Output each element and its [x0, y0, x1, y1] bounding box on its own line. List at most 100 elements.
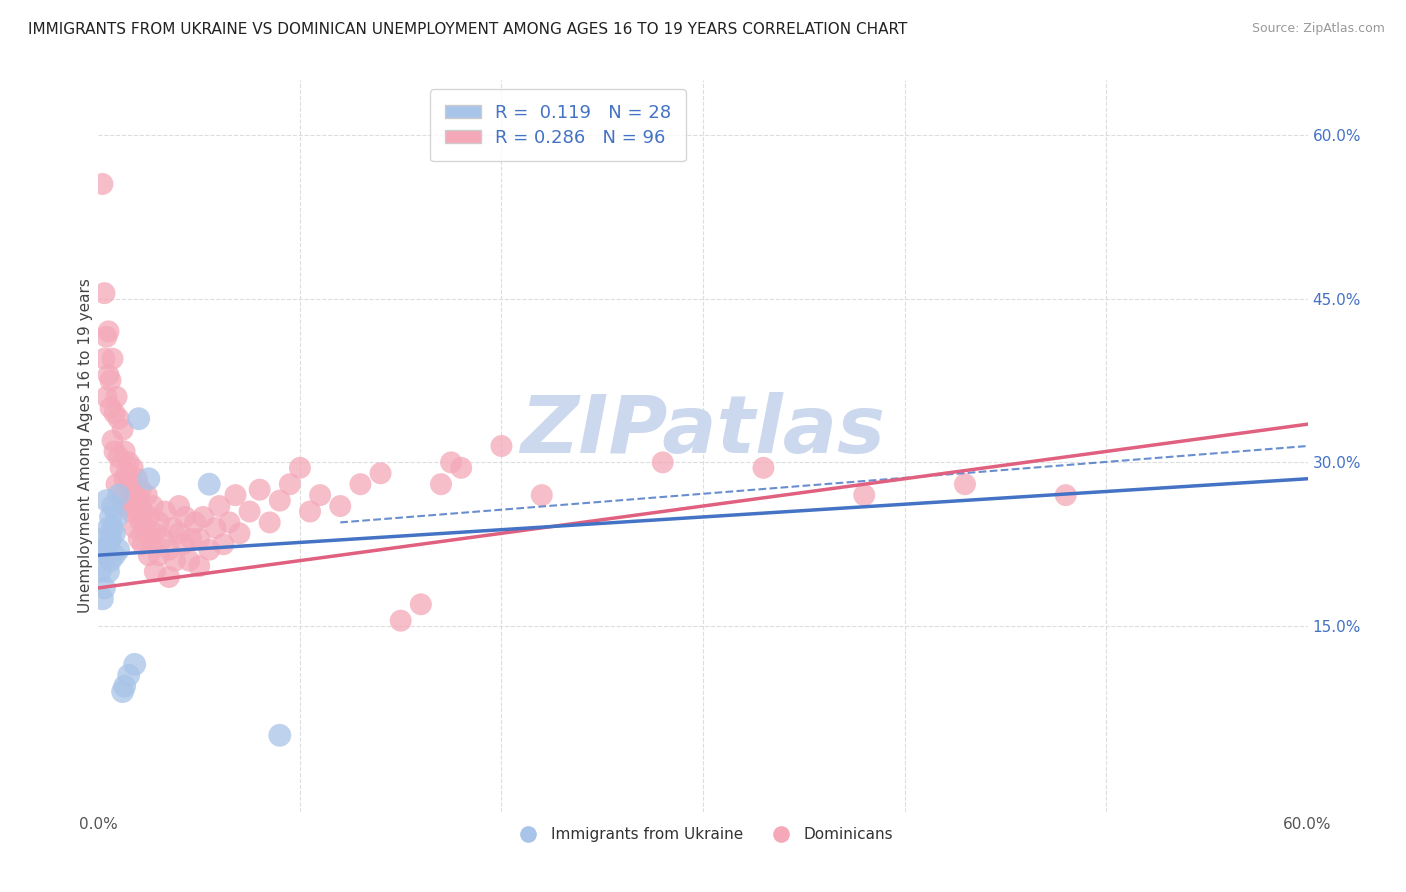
- Point: [93, 351, 115, 366]
- Point: [193, 510, 215, 524]
- Point: [93, 286, 115, 301]
- Point: [105, 390, 128, 404]
- Point: [114, 679, 136, 693]
- Point: [115, 499, 138, 513]
- Point: [91, 591, 114, 606]
- Point: [204, 521, 226, 535]
- Point: [179, 554, 201, 568]
- Point: [198, 477, 221, 491]
- Point: [107, 542, 129, 557]
- Point: [97, 368, 120, 382]
- Point: [184, 516, 207, 530]
- Point: [180, 532, 202, 546]
- Point: [100, 401, 122, 415]
- Point: [101, 434, 124, 448]
- Point: [111, 684, 134, 698]
- Point: [97, 521, 120, 535]
- Point: [208, 499, 231, 513]
- Point: [269, 493, 291, 508]
- Point: [450, 460, 472, 475]
- Point: [120, 504, 142, 518]
- Point: [105, 510, 128, 524]
- Point: [329, 499, 352, 513]
- Point: [132, 537, 155, 551]
- Text: Source: ZipAtlas.com: Source: ZipAtlas.com: [1251, 22, 1385, 36]
- Point: [110, 460, 132, 475]
- Point: [118, 668, 141, 682]
- Point: [111, 423, 134, 437]
- Point: [138, 472, 160, 486]
- Point: [129, 516, 152, 530]
- Point: [148, 548, 170, 562]
- Point: [440, 455, 463, 469]
- Point: [138, 510, 160, 524]
- Point: [121, 493, 143, 508]
- Point: [128, 532, 150, 546]
- Point: [125, 472, 148, 486]
- Point: [953, 477, 976, 491]
- Point: [124, 657, 146, 672]
- Point: [153, 504, 176, 518]
- Point: [349, 477, 371, 491]
- Point: [105, 477, 128, 491]
- Point: [370, 467, 392, 481]
- Point: [174, 510, 197, 524]
- Point: [1054, 488, 1077, 502]
- Point: [107, 411, 129, 425]
- Point: [101, 521, 124, 535]
- Point: [157, 570, 180, 584]
- Point: [114, 444, 136, 458]
- Point: [103, 548, 125, 562]
- Legend: Immigrants from Ukraine, Dominicans: Immigrants from Ukraine, Dominicans: [506, 821, 900, 848]
- Text: IMMIGRANTS FROM UKRAINE VS DOMINICAN UNEMPLOYMENT AMONG AGES 16 TO 19 YEARS CORR: IMMIGRANTS FROM UKRAINE VS DOMINICAN UNE…: [28, 22, 907, 37]
- Point: [309, 488, 332, 502]
- Point: [389, 614, 412, 628]
- Point: [278, 477, 301, 491]
- Point: [752, 460, 775, 475]
- Point: [96, 390, 118, 404]
- Point: [91, 177, 114, 191]
- Point: [288, 460, 311, 475]
- Y-axis label: Unemployment Among Ages 16 to 19 years: Unemployment Among Ages 16 to 19 years: [77, 278, 93, 614]
- Point: [100, 374, 122, 388]
- Point: [103, 406, 125, 420]
- Point: [100, 554, 122, 568]
- Point: [107, 450, 129, 464]
- Point: [89, 565, 111, 579]
- Point: [212, 537, 235, 551]
- Point: [218, 516, 240, 530]
- Point: [103, 444, 125, 458]
- Point: [163, 554, 186, 568]
- Point: [96, 548, 118, 562]
- Point: [93, 542, 115, 557]
- Point: [167, 526, 190, 541]
- Point: [269, 728, 291, 742]
- Point: [239, 504, 262, 518]
- Point: [91, 532, 114, 546]
- Point: [96, 330, 118, 344]
- Point: [228, 526, 250, 541]
- Point: [111, 488, 134, 502]
- Point: [97, 565, 120, 579]
- Point: [138, 548, 160, 562]
- Point: [115, 467, 138, 481]
- Point: [101, 351, 124, 366]
- Point: [188, 532, 211, 546]
- Point: [172, 537, 194, 551]
- Point: [118, 483, 141, 497]
- Point: [124, 488, 146, 502]
- Point: [143, 526, 166, 541]
- Point: [128, 493, 150, 508]
- Point: [132, 504, 155, 518]
- Point: [125, 504, 148, 518]
- Point: [157, 542, 180, 557]
- Point: [167, 499, 190, 513]
- Point: [148, 516, 170, 530]
- Point: [129, 483, 152, 497]
- Point: [530, 488, 553, 502]
- Point: [651, 455, 673, 469]
- Point: [100, 510, 122, 524]
- Point: [162, 521, 184, 535]
- Point: [114, 472, 136, 486]
- Point: [135, 488, 157, 502]
